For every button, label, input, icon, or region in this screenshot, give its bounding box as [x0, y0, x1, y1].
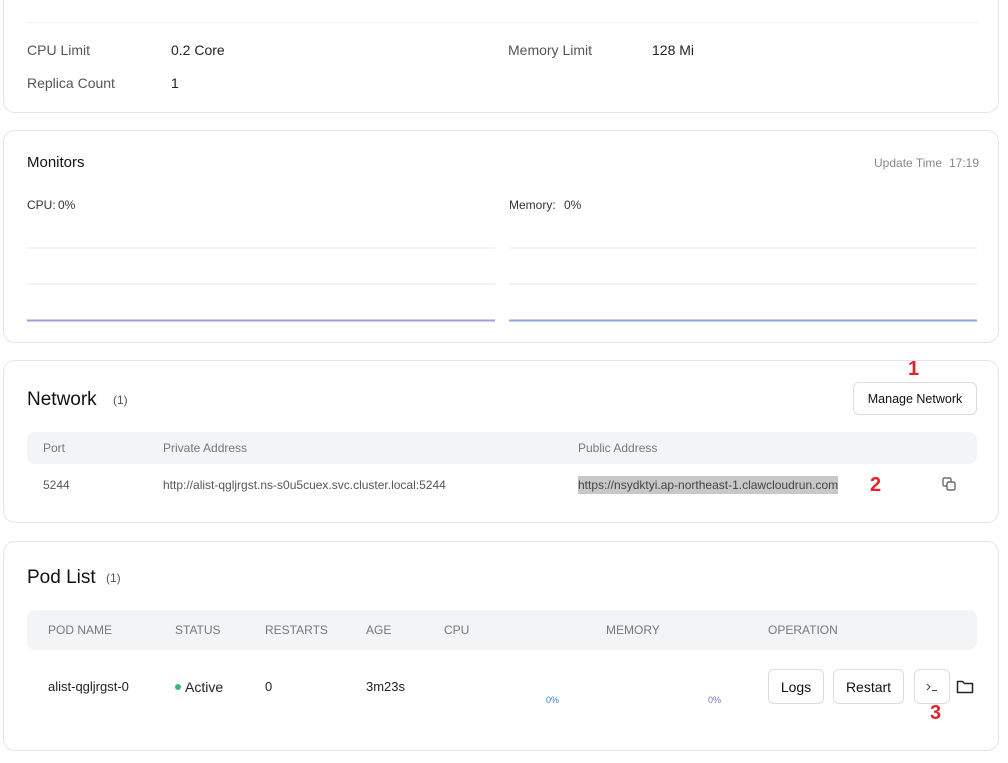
- count: (1): [113, 393, 128, 407]
- resource-label: Memory Limit: [508, 42, 593, 58]
- annotation: 2: [870, 474, 882, 496]
- resources-card: [3, 0, 999, 113]
- chart-value: 0%: [58, 198, 76, 212]
- column-header: Port: [43, 441, 66, 455]
- restart-button[interactable]: Restart: [833, 669, 904, 704]
- column-header: AGE: [366, 623, 392, 637]
- resource-value: 128 Mi: [652, 42, 695, 58]
- section-title: Pod List: [27, 567, 96, 588]
- annotation: 1: [908, 358, 920, 380]
- status: Active: [185, 679, 224, 695]
- update-label: Update Time: [874, 156, 943, 170]
- status-dot: [175, 684, 181, 690]
- column-header: RESTARTS: [265, 623, 328, 637]
- public-address[interactable]: https://nsydktyi.ap-northeast-1.clawclou…: [578, 476, 839, 494]
- private-address: http://alist-qgljrgst.ns-s0u5cuex.svc.cl…: [163, 478, 446, 492]
- annotation: 3: [930, 702, 942, 724]
- chart-value: 0%: [564, 198, 582, 212]
- divider: [27, 22, 977, 23]
- table-header: [27, 432, 977, 464]
- column-header: OPERATION: [768, 623, 838, 637]
- column-header: Public Address: [578, 441, 658, 455]
- resource-label: Replica Count: [27, 75, 115, 91]
- column-header: POD NAME: [48, 623, 113, 637]
- column-header: CPU: [444, 623, 470, 637]
- section-title: Network: [27, 389, 97, 410]
- column-header: MEMORY: [606, 623, 660, 637]
- resource-value: 0.2 Core: [171, 42, 225, 58]
- logs-button[interactable]: Logs: [768, 669, 824, 704]
- chart-label: Memory:: [509, 198, 556, 212]
- update-time: 17:19: [949, 156, 980, 170]
- memory-usage: 0%: [708, 695, 722, 705]
- resource-value: 1: [171, 75, 179, 91]
- chart-label: CPU:: [27, 198, 56, 212]
- restarts: 0: [265, 679, 273, 694]
- manage-network-button[interactable]: Manage Network: [853, 382, 977, 415]
- column-header: Private Address: [163, 441, 248, 455]
- folder-icon[interactable]: [956, 679, 974, 694]
- port: 5244: [43, 478, 70, 492]
- section-title: Monitors: [27, 154, 85, 171]
- monitors-card: [3, 130, 999, 343]
- count: (1): [106, 571, 121, 585]
- terminal-button[interactable]: [914, 669, 950, 704]
- cpu-usage: 0%: [546, 695, 560, 705]
- column-header: STATUS: [175, 623, 221, 637]
- table-header: [27, 610, 977, 650]
- age: 3m23s: [366, 679, 406, 694]
- terminal-icon: [926, 683, 937, 691]
- pod-name: alist-qgljrgst-0: [48, 679, 129, 694]
- copy-icon[interactable]: [942, 477, 956, 491]
- resource-label: CPU Limit: [27, 42, 91, 58]
